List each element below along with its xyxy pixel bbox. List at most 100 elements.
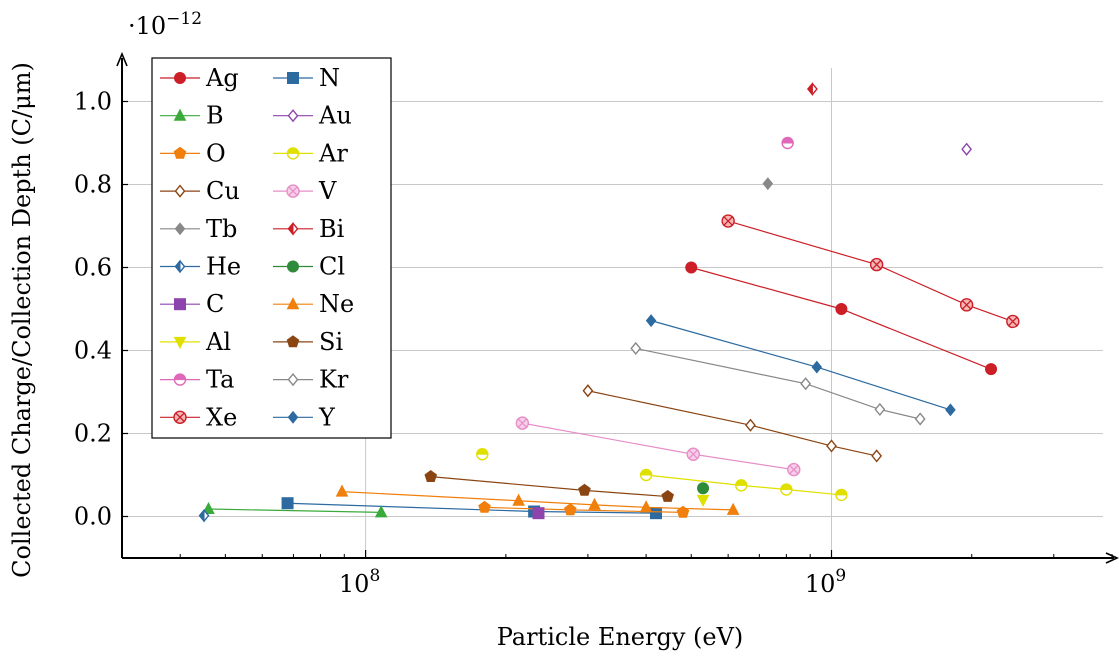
data-point bbox=[800, 377, 812, 391]
data-point bbox=[811, 360, 823, 374]
series-v bbox=[515, 416, 801, 477]
legend-item-he: He bbox=[160, 253, 241, 281]
legend-marker bbox=[174, 72, 186, 84]
series-ar-extra bbox=[476, 448, 489, 461]
legend-label: Au bbox=[318, 102, 352, 130]
data-point bbox=[198, 508, 210, 523]
legend-marker bbox=[287, 410, 299, 424]
legend-item-o: O bbox=[160, 139, 226, 167]
x-axis-title: Particle Energy (eV) bbox=[497, 623, 744, 651]
data-point bbox=[478, 500, 491, 513]
series-si bbox=[424, 470, 674, 502]
data-point bbox=[532, 507, 545, 520]
x-tick-exponent: 8 bbox=[369, 566, 380, 586]
y-tick-label: 0.0 bbox=[74, 503, 112, 531]
legend-label: Ar bbox=[318, 139, 348, 167]
series-y bbox=[645, 314, 956, 417]
legend-marker bbox=[286, 297, 300, 310]
legend-marker bbox=[287, 260, 299, 273]
y-axis-multiplier-exponent: −12 bbox=[166, 9, 202, 29]
data-point bbox=[781, 136, 794, 150]
x-tick-exponent: 9 bbox=[835, 566, 846, 586]
legend-item-cu: Cu bbox=[160, 177, 240, 205]
data-point bbox=[780, 483, 793, 496]
legend-label: Bi bbox=[319, 215, 345, 243]
x-tick-label: 108 bbox=[339, 566, 380, 598]
legend-label: Tb bbox=[206, 215, 237, 243]
data-point bbox=[826, 439, 837, 453]
legend-marker bbox=[286, 184, 300, 198]
series-ar bbox=[639, 468, 848, 502]
series-tb bbox=[762, 177, 774, 191]
data-point bbox=[281, 497, 294, 510]
series-layer bbox=[198, 82, 1020, 523]
series-kr bbox=[630, 341, 926, 426]
series-cl bbox=[697, 482, 710, 495]
data-point bbox=[588, 497, 601, 510]
data-point bbox=[985, 363, 998, 376]
series-line bbox=[691, 266, 992, 370]
data-point bbox=[661, 489, 674, 502]
legend-label: Ne bbox=[319, 290, 354, 318]
x-tick-mantissa: 10 bbox=[339, 570, 370, 598]
legend-item-si: Si bbox=[273, 328, 343, 356]
data-point bbox=[424, 470, 438, 483]
legend-item-au: Au bbox=[273, 102, 352, 130]
legend-label: O bbox=[206, 139, 226, 167]
y-tick-label: 0.6 bbox=[74, 254, 112, 282]
data-point bbox=[961, 142, 973, 156]
legend-label: Al bbox=[205, 328, 231, 356]
legend-marker bbox=[173, 336, 187, 349]
data-point bbox=[563, 503, 577, 516]
data-point bbox=[871, 449, 883, 463]
data-point bbox=[335, 484, 349, 497]
legend-item-ag: Ag bbox=[160, 64, 239, 92]
series-line bbox=[587, 390, 877, 457]
legend-item-bi: Bi bbox=[273, 215, 345, 243]
data-point bbox=[726, 502, 740, 515]
series-xe bbox=[721, 214, 1020, 329]
data-point bbox=[1006, 314, 1020, 329]
x-axis-arrow bbox=[1105, 552, 1119, 564]
series-cu bbox=[582, 384, 883, 463]
data-point bbox=[745, 418, 756, 432]
data-point bbox=[721, 214, 735, 228]
data-point bbox=[649, 507, 662, 520]
legend-label: Ta bbox=[206, 366, 234, 394]
legend-marker bbox=[173, 373, 187, 386]
legend-marker bbox=[286, 147, 300, 160]
legend-marker bbox=[173, 108, 187, 121]
legend-marker bbox=[287, 109, 299, 123]
series-ne bbox=[335, 484, 740, 515]
legend: Ag N B Au O Ar Cu V Tb Bi He Cl C Ne Al Si Ta Kr Xe Y bbox=[151, 57, 392, 439]
legend-item-y: Y bbox=[273, 403, 336, 431]
x-tick-mantissa: 10 bbox=[805, 570, 836, 598]
legend-label: N bbox=[319, 64, 340, 92]
legend-label: B bbox=[206, 102, 224, 130]
data-point bbox=[374, 505, 388, 518]
series-line bbox=[635, 347, 921, 420]
data-point bbox=[807, 82, 818, 96]
data-point bbox=[639, 468, 653, 482]
legend-label: Kr bbox=[319, 366, 349, 394]
legend-marker bbox=[174, 184, 186, 198]
series-au bbox=[961, 142, 973, 156]
y-tick-label: 0.4 bbox=[74, 337, 112, 365]
y-tick-label: 0.2 bbox=[74, 420, 112, 448]
data-point bbox=[582, 384, 594, 398]
data-point bbox=[787, 462, 801, 477]
y-axis-multiplier: ·10−12 bbox=[128, 9, 202, 40]
data-point bbox=[945, 403, 956, 417]
legend-label: Ag bbox=[205, 64, 239, 92]
legend-label: Xe bbox=[206, 403, 237, 431]
legend-label: Cl bbox=[319, 253, 345, 281]
legend-item-v: V bbox=[273, 177, 337, 205]
data-point bbox=[869, 257, 884, 272]
legend-item-kr: Kr bbox=[273, 366, 349, 394]
data-point bbox=[874, 402, 886, 417]
legend-marker bbox=[287, 372, 299, 387]
y-axis-arrow bbox=[116, 51, 128, 67]
